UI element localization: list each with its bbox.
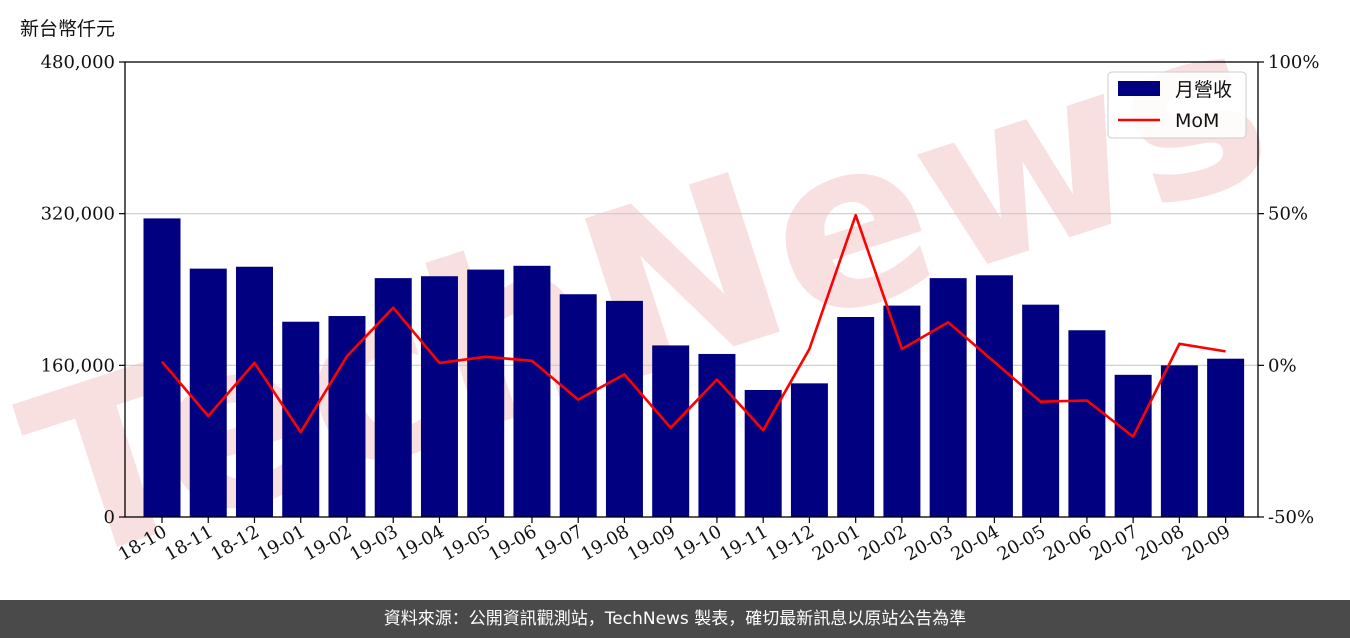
x-tick-label-19-03: 19-03	[346, 521, 401, 565]
plot-frame	[124, 61, 1259, 518]
bar-20-01	[837, 316, 875, 517]
x-tick-label-19-05: 19-05	[439, 521, 494, 565]
bar-20-03	[929, 278, 967, 517]
x-tick-label-20-01: 20-01	[809, 521, 864, 565]
x-tick-label-20-09: 20-09	[1179, 521, 1234, 565]
bar-20-09	[1207, 358, 1245, 517]
right-tick-label: 100%	[1268, 52, 1319, 73]
mom-line	[161, 213, 1226, 438]
x-tick-label-20-07: 20-07	[1086, 521, 1141, 565]
x-tick-label-20-08: 20-08	[1132, 521, 1187, 565]
y-axis-unit-label: 新台幣仟元	[20, 18, 116, 40]
legend-label-line: MoM	[1175, 110, 1219, 132]
x-tick-label-20-06: 20-06	[1040, 521, 1095, 565]
bar-19-03	[374, 278, 412, 517]
legend-label-bar: 月營收	[1175, 79, 1232, 101]
bar-19-06	[513, 265, 551, 517]
x-tick-label-19-12: 19-12	[762, 521, 817, 565]
x-tick-label-19-04: 19-04	[393, 521, 448, 565]
bar-19-04	[420, 276, 458, 517]
legend: 月營收 MoM	[1107, 71, 1247, 139]
bar-19-05	[467, 269, 505, 517]
x-tick-label-19-10: 19-10	[670, 521, 725, 565]
bar-19-07	[559, 294, 597, 517]
source-footer: 資料來源：公開資訊觀測站，TechNews 製表，確切最新訊息以原站公告為準	[0, 600, 1350, 638]
bar-series	[143, 218, 1245, 517]
x-tick-label-19-08: 19-08	[578, 521, 633, 565]
x-tick-label-19-09: 19-09	[624, 521, 679, 565]
x-tick-label-19-11: 19-11	[716, 521, 771, 565]
right-tick-label: 0%	[1268, 355, 1297, 376]
bar-20-04	[975, 275, 1013, 517]
left-tick-label: 160,000	[41, 355, 115, 376]
bar-20-06	[1068, 330, 1106, 517]
bar-19-02	[328, 316, 366, 517]
x-tick-label-19-06: 19-06	[485, 521, 540, 565]
bar-19-12	[790, 383, 828, 517]
bar-18-10	[143, 218, 181, 517]
x-tick-label-20-04: 20-04	[947, 521, 1002, 565]
revenue-chart: TechNews 0160,000320,000480,000-50%0%50%…	[0, 0, 1319, 600]
right-tick-label: -50%	[1268, 507, 1314, 528]
left-tick-label: 0	[104, 507, 115, 528]
legend-swatch-bar	[1118, 81, 1160, 96]
bar-20-08	[1160, 365, 1198, 517]
bar-18-12	[235, 266, 273, 517]
bar-20-02	[883, 305, 921, 517]
left-tick-label: 480,000	[41, 52, 115, 73]
mom-line-series	[161, 213, 1226, 438]
bar-20-05	[1022, 304, 1060, 517]
right-tick-label: 50%	[1268, 204, 1308, 225]
bar-20-07	[1114, 374, 1152, 517]
x-tick-label-19-07: 19-07	[531, 521, 586, 565]
bar-19-08	[605, 300, 643, 517]
x-tick-label-20-03: 20-03	[901, 521, 956, 565]
bar-18-11	[189, 268, 227, 517]
bar-19-01	[282, 321, 320, 517]
x-tick-label-20-05: 20-05	[994, 521, 1049, 565]
bar-19-09	[652, 345, 690, 517]
x-tick-label-20-02: 20-02	[855, 521, 910, 565]
left-tick-label: 320,000	[41, 204, 115, 225]
